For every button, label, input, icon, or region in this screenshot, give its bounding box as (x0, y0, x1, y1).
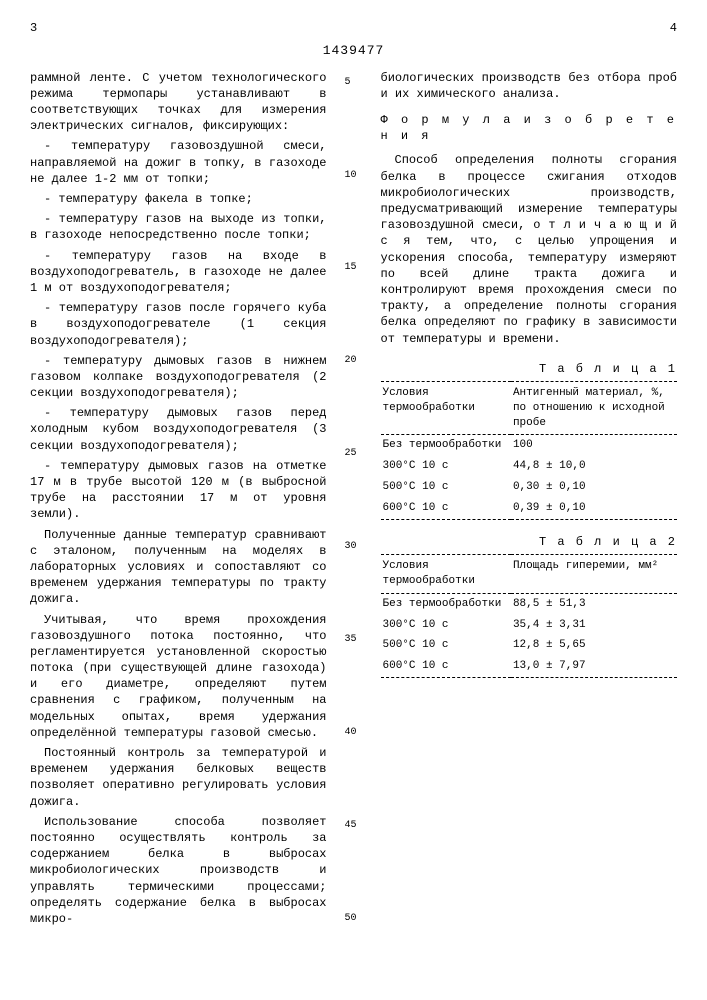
table1-cell: 44,8 ± 10,0 (511, 456, 677, 477)
table2-cell: Без термообработки (381, 593, 511, 614)
left-p5: Использование способа позволяет постоянн… (30, 814, 327, 927)
document-number: 1439477 (30, 42, 677, 60)
line-mark: 30 (345, 540, 363, 554)
table2-cell: 12,8 ± 5,65 (511, 635, 677, 656)
left-bullet-7: - температуру дымовых газов перед холодн… (30, 405, 327, 454)
left-p3: Учитывая, что время прохождения газовозд… (30, 612, 327, 742)
table2-cell: 500°С 10 с (381, 635, 511, 656)
right-column: биологических производств без отбора про… (381, 70, 678, 931)
right-p2: Способ определения полноты сгорания белк… (381, 152, 678, 346)
table2-cell: 300°С 10 с (381, 615, 511, 636)
left-p2: Полученные данные температур сравнивают … (30, 527, 327, 608)
left-p4: Постоянный контроль за температурой и вр… (30, 745, 327, 810)
table1-title: Т а б л и ц а 1 (381, 361, 678, 377)
left-bullet-3: - температуру газов на выходе из топки, … (30, 211, 327, 243)
table1: Условия термообработки Антигенный матери… (381, 381, 678, 520)
left-bullet-1: - температуру газовоздушной смеси, напра… (30, 138, 327, 187)
line-mark: 25 (345, 447, 363, 461)
page-number-left: 3 (30, 20, 37, 36)
line-mark: 15 (345, 261, 363, 275)
line-mark: 50 (345, 912, 363, 926)
formula-title: Ф о р м у л а и з о б р е т е н и я (381, 112, 678, 144)
page-number-right: 4 (670, 20, 677, 36)
left-bullet-8: - температуру дымовых газов на отметке 1… (30, 458, 327, 523)
line-mark: 10 (345, 169, 363, 183)
line-mark: 20 (345, 354, 363, 368)
table2-cell: 35,4 ± 3,31 (511, 615, 677, 636)
left-bullet-4: - температуру газов на входе в воздухопо… (30, 248, 327, 297)
line-number-gutter: 5 10 15 20 25 30 35 40 45 50 (345, 70, 363, 931)
left-p1: раммной ленте. С учетом технологического… (30, 70, 327, 135)
table1-cell: 600°С 10 с (381, 498, 511, 519)
left-column: раммной ленте. С учетом технологического… (30, 70, 327, 931)
table2: Условия термообработки Площадь гиперемии… (381, 554, 678, 678)
table2-cell: 88,5 ± 51,3 (511, 593, 677, 614)
table2-cell: 600°С 10 с (381, 656, 511, 677)
table1-cell: 300°С 10 с (381, 456, 511, 477)
line-mark: 35 (345, 633, 363, 647)
table1-cell: 100 (511, 435, 677, 456)
line-mark: 5 (345, 76, 363, 90)
table1-head-c1: Условия термообработки (381, 381, 511, 435)
table1-cell: 0,30 ± 0,10 (511, 477, 677, 498)
line-mark: 45 (345, 819, 363, 833)
table1-cell: Без термообработки (381, 435, 511, 456)
left-bullet-5: - температуру газов после горячего куба … (30, 300, 327, 349)
table1-head-c2: Антигенный материал, %, по отношению к и… (511, 381, 677, 435)
table2-title: Т а б л и ц а 2 (381, 534, 678, 550)
line-mark: 40 (345, 726, 363, 740)
table1-cell: 0,39 ± 0,10 (511, 498, 677, 519)
right-p1: биологических производств без отбора про… (381, 70, 678, 102)
left-bullet-2: - температуру факела в топке; (30, 191, 327, 207)
table2-head-c1: Условия термообработки (381, 555, 511, 594)
left-bullet-6: - температуру дымовых газов в нижнем газ… (30, 353, 327, 402)
table1-cell: 500°С 10 с (381, 477, 511, 498)
table2-cell: 13,0 ± 7,97 (511, 656, 677, 677)
table2-head-c2: Площадь гиперемии, мм² (511, 555, 677, 594)
